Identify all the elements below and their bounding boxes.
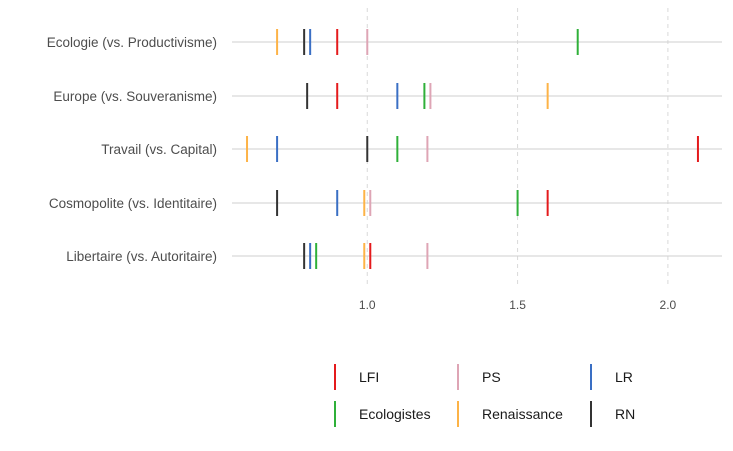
legend-label: Renaissance [482,406,563,422]
legend-label: RN [615,406,635,422]
x-tick-label: 1.0 [359,298,376,312]
data-marks [246,29,699,269]
legend: LFI PS LR Ecologistes Renaissance RN [334,364,635,427]
category-label: Libertaire (vs. Autoritaire) [66,249,217,264]
x-tick-label: 2.0 [660,298,677,312]
grid-layer [232,8,722,288]
category-label: Europe (vs. Souveranisme) [53,89,217,104]
x-tick-label: 1.5 [509,298,526,312]
legend-label: LR [615,369,633,385]
category-label: Travail (vs. Capital) [101,142,217,157]
x-axis: 1.0 1.5 2.0 [359,298,677,312]
category-label: Cosmopolite (vs. Identitaire) [49,196,217,211]
legend-label: LFI [359,369,379,385]
legend-label: Ecologistes [359,406,431,422]
category-label: Ecologie (vs. Productivisme) [47,35,217,50]
legend-label: PS [482,369,501,385]
category-axis: Ecologie (vs. Productivisme) Europe (vs. … [47,35,217,264]
